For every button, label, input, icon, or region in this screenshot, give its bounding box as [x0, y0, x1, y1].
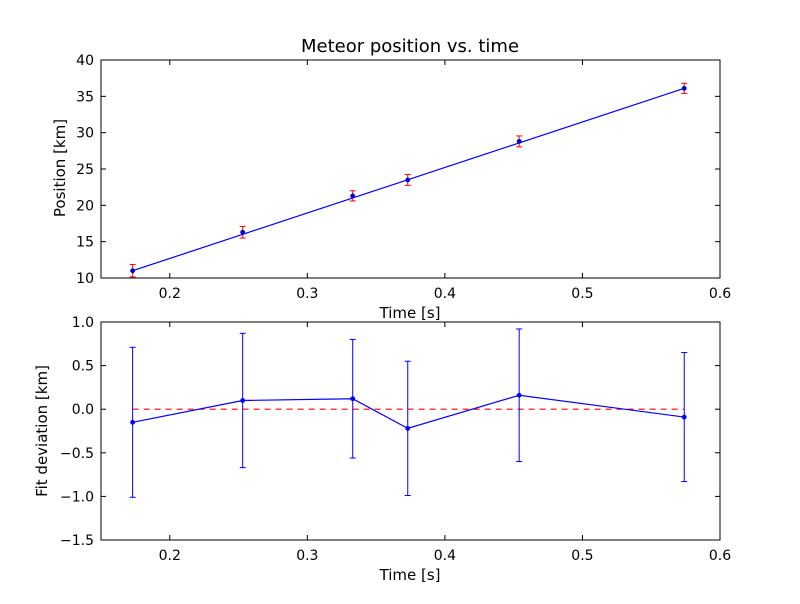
data-point	[516, 392, 522, 398]
y-tick-label: 40	[76, 53, 94, 69]
x-axis-label: Time [s]	[379, 304, 441, 322]
data-point	[240, 398, 246, 403]
x-tick-label: 0.3	[296, 548, 318, 564]
data-point	[350, 193, 356, 199]
y-tick-label: −0.5	[60, 446, 94, 462]
plot-frame	[100, 321, 721, 541]
y-tick-label: −1.5	[60, 533, 94, 549]
data-point	[681, 85, 687, 91]
deviation-chart: 0.2 0.3 0.4 0.5 0.6 −1.5 −1.0 −0.5 0.0 0.5 1.0 Tim…	[33, 315, 731, 584]
plot-area: 0.2 0.3 0.4 0.5 0.6 −1.5 −1.0 −0.5 0.0 0.5 1.0	[60, 315, 731, 564]
y-tick-label: 0.0	[72, 402, 94, 418]
y-tick-label: −1.0	[60, 489, 94, 505]
x-tick-label: 0.2	[159, 548, 181, 564]
data-point	[405, 425, 411, 431]
data-point	[405, 177, 411, 183]
x-tick-label: 0.6	[709, 286, 731, 302]
x-tick-label: 0.2	[159, 286, 181, 302]
data-point	[681, 414, 687, 420]
x-tick-label: 0.4	[434, 548, 456, 564]
y-tick-label: 1.0	[72, 315, 94, 331]
y-axis-label: Fit deviation [km]	[33, 365, 51, 497]
data-point	[130, 268, 136, 274]
x-tick-label: 0.6	[709, 548, 731, 564]
y-tick-label: 25	[76, 162, 94, 178]
x-axis-label: Time [s]	[379, 566, 441, 584]
x-tick-label: 0.5	[571, 548, 593, 564]
chart-title: Meteor position vs. time	[301, 36, 519, 57]
x-tick-label: 0.3	[296, 286, 318, 302]
data-point	[516, 138, 522, 144]
y-tick-label: 10	[76, 271, 94, 287]
x-tick-label: 0.5	[571, 286, 593, 302]
y-tick-label: 20	[76, 198, 94, 214]
y-tick-label: 30	[76, 126, 94, 142]
data-point	[350, 396, 356, 402]
x-tick-label: 0.4	[434, 286, 456, 302]
position-chart: Meteor position vs. time 0.2 0.3 0.4 0.5 0.6…	[51, 36, 731, 322]
data-point	[240, 229, 246, 235]
y-tick-label: 35	[76, 89, 94, 105]
deviation-line	[132, 394, 685, 430]
plot-area: 0.2 0.3 0.4 0.5 0.6 10 15 20 25 30 35 40	[76, 53, 731, 302]
y-tick-label: 15	[76, 235, 94, 251]
data-point	[130, 419, 136, 425]
y-tick-label: 0.5	[72, 359, 94, 375]
y-axis-label: Position [km]	[51, 119, 69, 217]
